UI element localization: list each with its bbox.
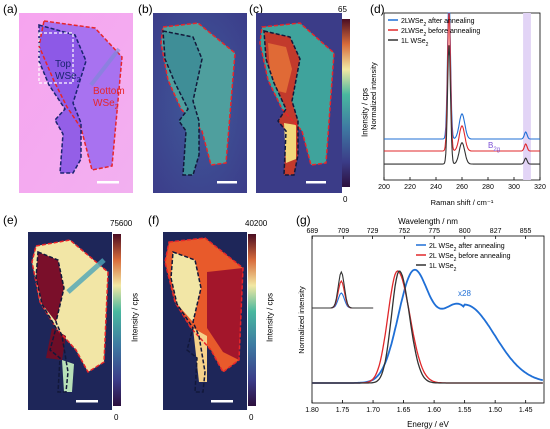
raman-xtick-4: 280 (482, 184, 494, 191)
raman-map-c (256, 13, 342, 193)
pl-legend-1: 2L WSe2 before annealing (429, 253, 511, 263)
pl-top-xtick-6: 827 (490, 228, 502, 235)
raman-map-b-svg (153, 13, 247, 193)
raman-legend-1: 2LWSe2 before annealing (401, 28, 480, 38)
pl-map-f (163, 232, 247, 410)
panel-e-label: (e) (3, 213, 18, 227)
pl-xtick-0: 1.80 (305, 407, 319, 414)
raman-xtick-1: 220 (404, 184, 416, 191)
b2g-annotation: B2g (488, 141, 500, 153)
pl-top-xtick-2: 729 (367, 228, 379, 235)
panel-d-label: (d) (370, 2, 385, 16)
scale-bar (97, 181, 119, 184)
pl-top-xtick-1: 709 (337, 228, 349, 235)
optical-image-svg (19, 13, 133, 193)
pl-inset-2 (312, 270, 374, 309)
pl-spectra-chart: 1.80 1.75 1.70 1.65 1.60 1.55 1.50 1.45 689 709 72… (297, 217, 545, 429)
panel-g-label: (g) (296, 213, 311, 227)
raman-legend-2: 1L WSe2 (401, 38, 429, 48)
colorbar-f-min: 0 (249, 413, 254, 422)
pl-xtick-7: 1.45 (519, 407, 533, 414)
raman-xtick-3: 260 (456, 184, 468, 191)
raman-xtick-2: 240 (430, 184, 442, 191)
raman-series-1 (384, 12, 540, 152)
x28-annotation: x28 (458, 289, 471, 298)
pl-series-1 (312, 270, 543, 384)
colorbar-e-min: 0 (114, 413, 119, 422)
colorbar-e-max: 75600 (110, 219, 133, 228)
colorbar-c-min: 0 (343, 195, 348, 204)
pl-legend-0: 2L WSe2 after annealing (429, 243, 505, 253)
raman-ylabel: Normalized intensity (369, 62, 378, 130)
raman-xtick-5: 300 (508, 184, 520, 191)
colorbar-e-title: Intensity / cps (130, 293, 140, 342)
raman-xlabel: Raman shift / cm⁻¹ (431, 198, 494, 207)
pl-series-2 (312, 270, 543, 384)
raman-series-2 (384, 45, 540, 165)
raman-series-0 (384, 12, 540, 140)
pl-map-e (28, 232, 112, 410)
colorbar-c-max: 65 (338, 5, 347, 14)
raman-legend-0: 2LWSe2 after annealing (401, 18, 475, 28)
colorbar-e (113, 234, 121, 406)
pl-map-e-svg (28, 232, 112, 410)
pl-series-0 (312, 268, 544, 384)
colorbar-f-max: 40200 (245, 219, 268, 228)
pl-ylabel: Normalized intensity (297, 286, 306, 354)
pl-top-xtick-5: 800 (459, 228, 471, 235)
optical-image (19, 13, 133, 193)
pl-top-xtick-0: 689 (306, 228, 318, 235)
pl-legend-2: 1L WSe2 (429, 263, 457, 273)
raman-xtick-0: 200 (378, 184, 390, 191)
pl-map-f-svg (163, 232, 247, 410)
panel-f-label: (f) (148, 213, 160, 227)
top-flake (39, 25, 86, 173)
panel-a-label: (a) (3, 2, 18, 16)
panel-b-label: (b) (138, 2, 153, 16)
pl-top-xtick-7: 855 (520, 228, 532, 235)
b2g-band (523, 13, 531, 180)
raman-xtick-6: 320 (534, 184, 546, 191)
pl-xtick-2: 1.70 (366, 407, 380, 414)
pl-xtick-6: 1.50 (488, 407, 502, 414)
pl-inset-0 (312, 292, 374, 309)
raman-spectra-chart: 200 220 240 260 280 300 320 2LWSe2 after annea… (369, 12, 546, 207)
colorbar-f (248, 234, 256, 406)
pl-top-xtick-3: 752 (399, 228, 411, 235)
raman-map-b (153, 13, 247, 193)
bottom-wse2-label: Bottom WSe2 (93, 86, 125, 111)
wavelength-label: Wavelength / nm (398, 217, 458, 226)
colorbar-f-title: Intensity / cps (265, 293, 275, 342)
pl-top-xtick-4: 775 (428, 228, 440, 235)
top-wse2-label: Top WSe2 (55, 59, 81, 84)
selection-box (38, 32, 74, 84)
pl-xtick-5: 1.55 (458, 407, 472, 414)
panel-c-label: (c) (249, 2, 263, 16)
pl-xtick-4: 1.60 (427, 407, 441, 414)
pl-xtick-3: 1.65 (397, 407, 411, 414)
energy-label: Energy / eV (407, 420, 449, 429)
pl-xtick-1: 1.75 (336, 407, 350, 414)
colorbar-c (342, 19, 350, 187)
raman-map-c-svg (256, 13, 342, 193)
